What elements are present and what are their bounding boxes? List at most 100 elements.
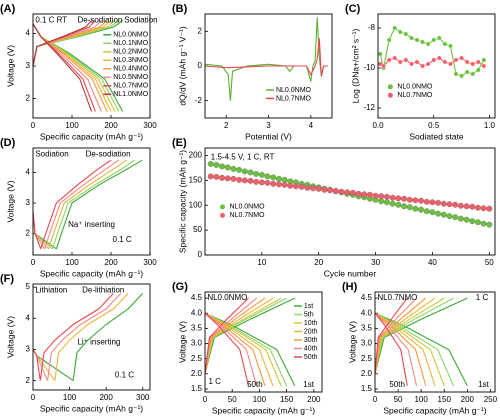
x-tick-label: 30	[371, 258, 380, 267]
marker	[470, 61, 476, 67]
y-tick-label: 2	[26, 376, 31, 385]
marker	[453, 71, 459, 77]
x-axis-label: Specific capacity (mAh g⁻¹)	[40, 403, 143, 413]
annotation: 0.1 C	[113, 235, 132, 244]
marker	[401, 203, 407, 210]
marker	[464, 69, 470, 75]
legend-label: NL0.7NMO	[113, 83, 149, 90]
marker	[287, 182, 294, 189]
legend-label: NL0.0NMO	[230, 204, 266, 211]
x-axis-label: Specific capacity (mAh g⁻¹)	[40, 131, 143, 141]
annotation: De-sodiation	[86, 150, 131, 159]
legend-label: 10th	[304, 320, 318, 327]
marker	[442, 41, 448, 47]
marker	[355, 190, 362, 197]
plot-area	[205, 17, 328, 101]
y-tick-label: 3.5	[361, 323, 373, 332]
plot-area	[33, 20, 124, 112]
plot-area	[378, 25, 487, 79]
x-axis-label: Specific capacity (mAh g⁻¹)	[383, 405, 486, 415]
x-tick-label: 200	[461, 395, 475, 404]
marker	[230, 175, 237, 182]
marker	[425, 61, 431, 67]
y-tick-label: 1.5	[361, 384, 373, 393]
marker	[310, 185, 316, 192]
marker	[247, 177, 254, 184]
y-tick-label: 50	[193, 225, 202, 234]
panel: (C) 0.0 0.5 1.0 -8 -10 -12 Sodiated state Log (D…	[345, 3, 496, 141]
marker	[293, 183, 299, 190]
marker	[224, 164, 231, 171]
marker	[436, 55, 442, 61]
marker	[230, 165, 237, 172]
x-tick-label: 100	[253, 395, 267, 404]
marker	[372, 192, 379, 199]
legend-label: 20th	[304, 328, 318, 335]
legend-label: NL1.0NMO	[113, 91, 149, 98]
annotation: 1.5-4.5 V, 1 C, RT	[211, 153, 275, 162]
x-tick-label: 0	[31, 393, 36, 402]
marker	[414, 59, 420, 65]
marker	[453, 57, 459, 63]
plot-area	[205, 297, 296, 387]
annotation: De-sodiation	[77, 15, 122, 24]
annotation: NL0.0NMO	[207, 293, 247, 302]
marker	[207, 173, 214, 180]
marker	[464, 59, 470, 65]
y-tick-label: 2	[26, 229, 31, 238]
frame	[377, 13, 496, 119]
y-tick-label: 3.0	[191, 339, 203, 348]
panel-label: (A)	[0, 3, 16, 15]
y-axis-label: Log (DNa+/cm² s⁻¹)	[350, 29, 360, 104]
x-tick-label: 200	[104, 121, 118, 130]
marker	[386, 37, 392, 43]
y-tick-label: 2.0	[191, 369, 203, 378]
y-tick-label: 3.5	[191, 323, 203, 332]
y-tick-label: 1.5	[191, 384, 203, 393]
x-tick-label: 0	[31, 258, 36, 267]
marker	[457, 202, 464, 209]
marker	[304, 184, 311, 191]
x-tick-label: 50	[394, 395, 403, 404]
marker	[321, 186, 328, 193]
y-tick-label: -12	[363, 103, 375, 112]
x-tick-label: 1.0	[484, 121, 496, 130]
x-tick-label: 200	[307, 395, 321, 404]
marker	[469, 218, 476, 225]
panel: (E) 10 20 30 40 50 0 50 100 150 200 Cycle number Spe…	[172, 137, 496, 278]
marker	[332, 187, 339, 194]
marker	[338, 188, 345, 195]
marker	[475, 67, 481, 73]
legend-marker	[387, 92, 393, 98]
marker	[264, 173, 271, 180]
curve	[205, 38, 328, 77]
legend-label: NL0.0NMO	[397, 84, 433, 91]
y-tick-label: 0	[198, 61, 203, 70]
marker	[275, 181, 282, 188]
annotation: 1 C	[209, 377, 222, 386]
annotation: 50th	[389, 380, 405, 389]
legend-label: NL0.7NMO	[230, 212, 266, 219]
marker	[403, 57, 409, 63]
x-tick-label: 300	[136, 393, 150, 402]
x-axis-label: Specific capacity (mAh g⁻¹)	[40, 268, 143, 278]
y-tick-label: 3	[26, 345, 31, 354]
legend-label: NL0.3NMO	[113, 57, 149, 64]
panel-label: (F)	[0, 273, 14, 285]
panel-label: (E)	[172, 137, 187, 149]
marker	[480, 220, 487, 227]
panel-label: (D)	[0, 137, 16, 149]
curve	[205, 297, 296, 387]
marker	[213, 173, 220, 180]
marker	[264, 179, 271, 186]
marker	[236, 166, 243, 173]
marker	[392, 55, 398, 61]
marker	[412, 197, 419, 204]
curve	[33, 293, 114, 381]
legend-marker	[220, 204, 225, 210]
curve	[33, 20, 93, 112]
frame	[32, 283, 151, 391]
marker	[448, 43, 453, 49]
legend-label: NL0.0NMO	[113, 32, 149, 39]
x-tick-label: 20	[314, 258, 323, 267]
